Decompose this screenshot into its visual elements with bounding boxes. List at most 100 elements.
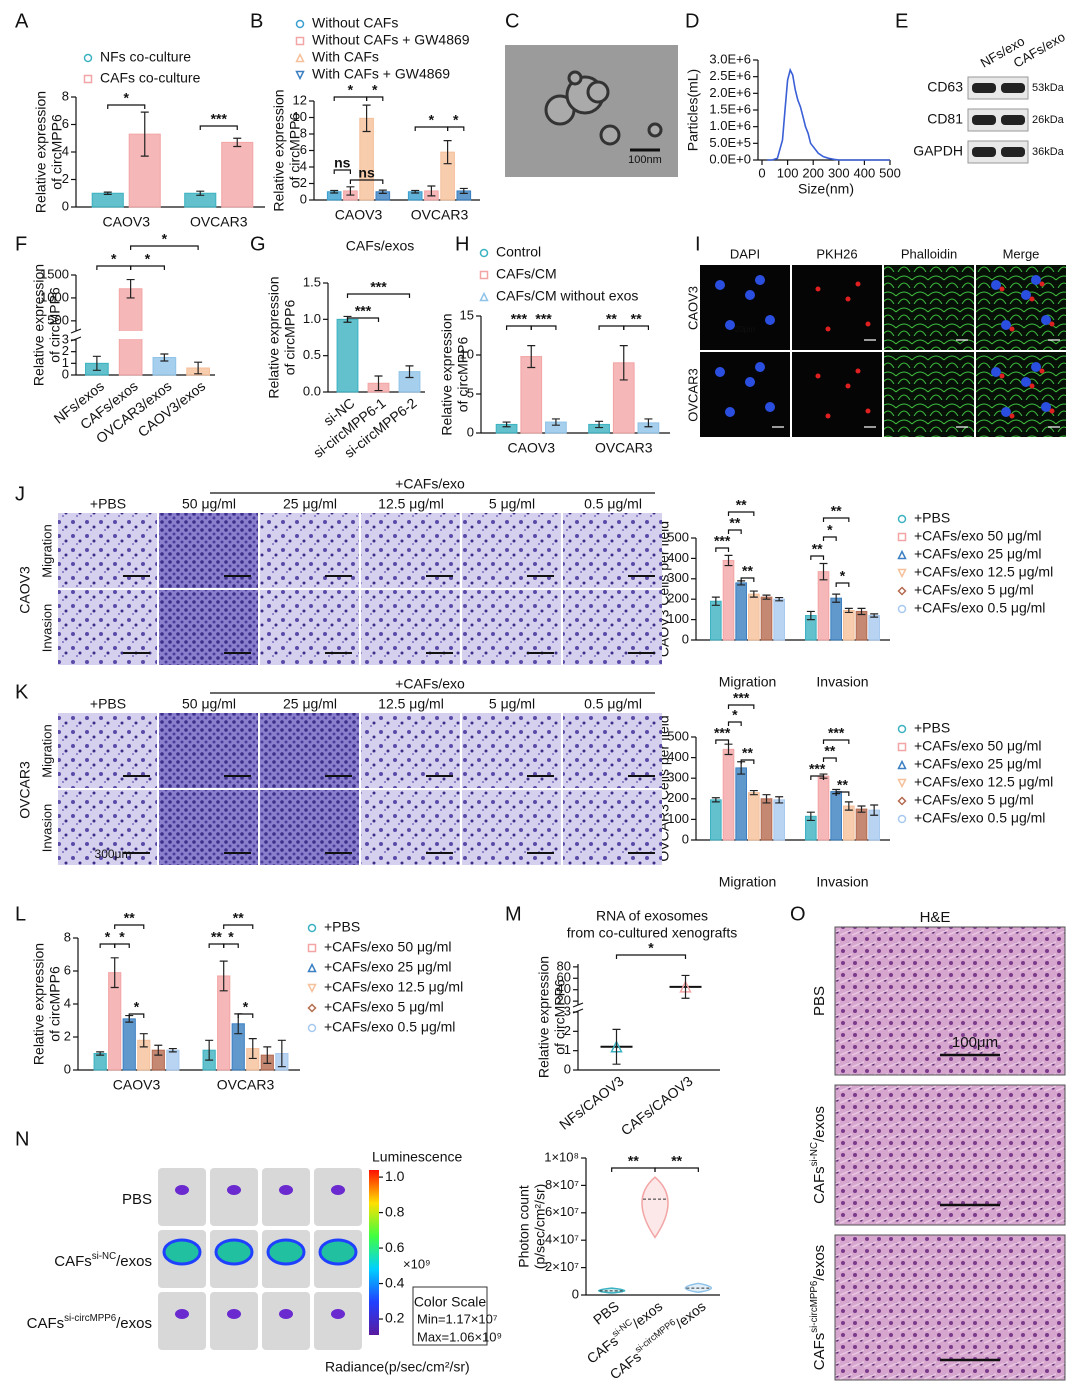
y-axis-label: Relative expression <box>33 91 49 213</box>
x-tick-label: CAOV3 <box>103 214 151 230</box>
y-tick-label: 0.0 <box>303 383 321 398</box>
legend-marker <box>307 1023 317 1033</box>
legend-marker <box>295 19 305 29</box>
legend-label: Without CAFs + GW4869 <box>312 32 470 48</box>
y-tick-label: 0 <box>682 831 689 846</box>
y-tick-label: 200 <box>667 591 689 606</box>
y-tick-label: 100 <box>667 811 689 826</box>
chart-title: from co-cultured xenografts <box>567 925 737 941</box>
y-tick-label: 500 <box>47 312 69 327</box>
micrograph <box>976 352 1066 437</box>
significance-bracket <box>727 721 742 726</box>
pkh26-signal <box>855 281 861 287</box>
scale-label: 100μm <box>952 1034 998 1051</box>
y-axis-label: of circMPP6 <box>287 113 303 189</box>
significance-label: * <box>228 929 234 945</box>
error-bar <box>196 190 205 196</box>
bar <box>748 792 760 841</box>
colorbar-tick-label: 1.0 <box>385 1168 405 1184</box>
legend-label: +CAFs/exo 0.5 μg/ml <box>914 600 1045 616</box>
group-label: +CAFs/exo <box>395 476 465 492</box>
error-bar <box>724 743 733 756</box>
y-tick-label: 10 <box>293 109 307 124</box>
bar <box>868 615 880 641</box>
bar <box>748 593 760 641</box>
error-bar <box>154 1044 163 1056</box>
bar <box>91 192 124 208</box>
y-tick-label: 6×10⁷ <box>545 1204 579 1219</box>
significance-bracket <box>128 1013 145 1018</box>
pkh26-signal <box>815 373 821 379</box>
significance-label: * <box>105 929 111 945</box>
significance-label: ** <box>831 503 842 519</box>
legend-label: +CAFs/exo 5 μg/ml <box>914 582 1034 598</box>
histology-image <box>834 1084 1066 1226</box>
significance-bracket <box>810 775 825 780</box>
error-bar <box>749 590 758 598</box>
x-tick-label: Migration <box>719 674 777 690</box>
pkh26-signal <box>825 326 831 332</box>
y-tick-label: 0 <box>62 198 69 213</box>
legend-label: +CAFs/exo 12.5 μg/ml <box>914 774 1053 790</box>
signal <box>331 1185 345 1195</box>
y-tick-label: 2 <box>300 175 307 190</box>
x-tick-label: Invasion <box>816 674 868 690</box>
legend-marker <box>897 724 907 734</box>
significance-label: * <box>243 999 249 1015</box>
error-bar <box>844 607 853 614</box>
legend-marker <box>897 568 907 579</box>
pkh26-signal <box>1009 326 1015 332</box>
significance-bracket <box>740 759 755 764</box>
nucleus <box>745 377 755 387</box>
significance-bracket <box>223 943 239 948</box>
bar <box>760 798 773 841</box>
row-label: PBS <box>122 1191 152 1208</box>
error-bar <box>362 104 371 133</box>
significance-label: ** <box>124 910 135 926</box>
bar <box>722 559 735 641</box>
y-axis-label: (p/sec/cm²/sr) <box>532 1184 548 1270</box>
legend-label: CAFs co-culture <box>100 70 201 86</box>
significance-bracket <box>107 104 146 109</box>
significance-label: * <box>145 251 151 267</box>
significance-label: *** <box>714 533 731 549</box>
row-label-part: PBS <box>122 1191 152 1208</box>
x-tick-label: CAOV3 <box>508 440 556 456</box>
legend-marker <box>897 778 907 789</box>
micrograph <box>700 265 790 350</box>
y-tick-label: 1000 <box>40 289 69 304</box>
x-tick-label: 400 <box>854 165 876 180</box>
row-group-label: CAOV3 <box>17 566 33 614</box>
mouse-image <box>158 1292 206 1350</box>
error-bar <box>168 1047 177 1053</box>
y-tick-label: 100 <box>667 611 689 626</box>
bar <box>855 808 868 841</box>
pkh26-signal <box>1029 383 1035 389</box>
row-label-part: PBS <box>811 986 828 1016</box>
y-tick-label: 3 <box>564 1003 571 1018</box>
y-tick-label: 15 <box>460 307 474 322</box>
nucleus <box>725 320 735 330</box>
significance-label: ** <box>631 311 642 327</box>
legend-marker <box>307 923 317 933</box>
error-bar <box>711 797 720 803</box>
nucleus <box>1031 362 1041 372</box>
legend-marker <box>897 814 907 824</box>
error-bar <box>248 1038 257 1060</box>
blot <box>967 76 1029 100</box>
colorbar-label: Radiance(p/sec/cm²/sr) <box>325 1359 470 1375</box>
significance-label: * <box>648 940 654 956</box>
y-tick-label: 6 <box>64 962 71 977</box>
significance-bracket <box>822 536 837 541</box>
legend-label: +PBS <box>914 510 950 526</box>
legend-label: With CAFs <box>312 49 379 65</box>
y-tick-label: 2×10⁷ <box>545 1259 579 1274</box>
error-bar <box>427 185 436 197</box>
vesicle <box>567 70 583 86</box>
error-bar <box>502 421 511 428</box>
y-tick-label: 0 <box>682 631 689 646</box>
y-axis-label: Relative expression <box>266 276 282 398</box>
x-tick-label: OVCAR3 <box>190 214 248 230</box>
significance-bracket <box>835 791 850 796</box>
micrograph <box>700 352 790 437</box>
